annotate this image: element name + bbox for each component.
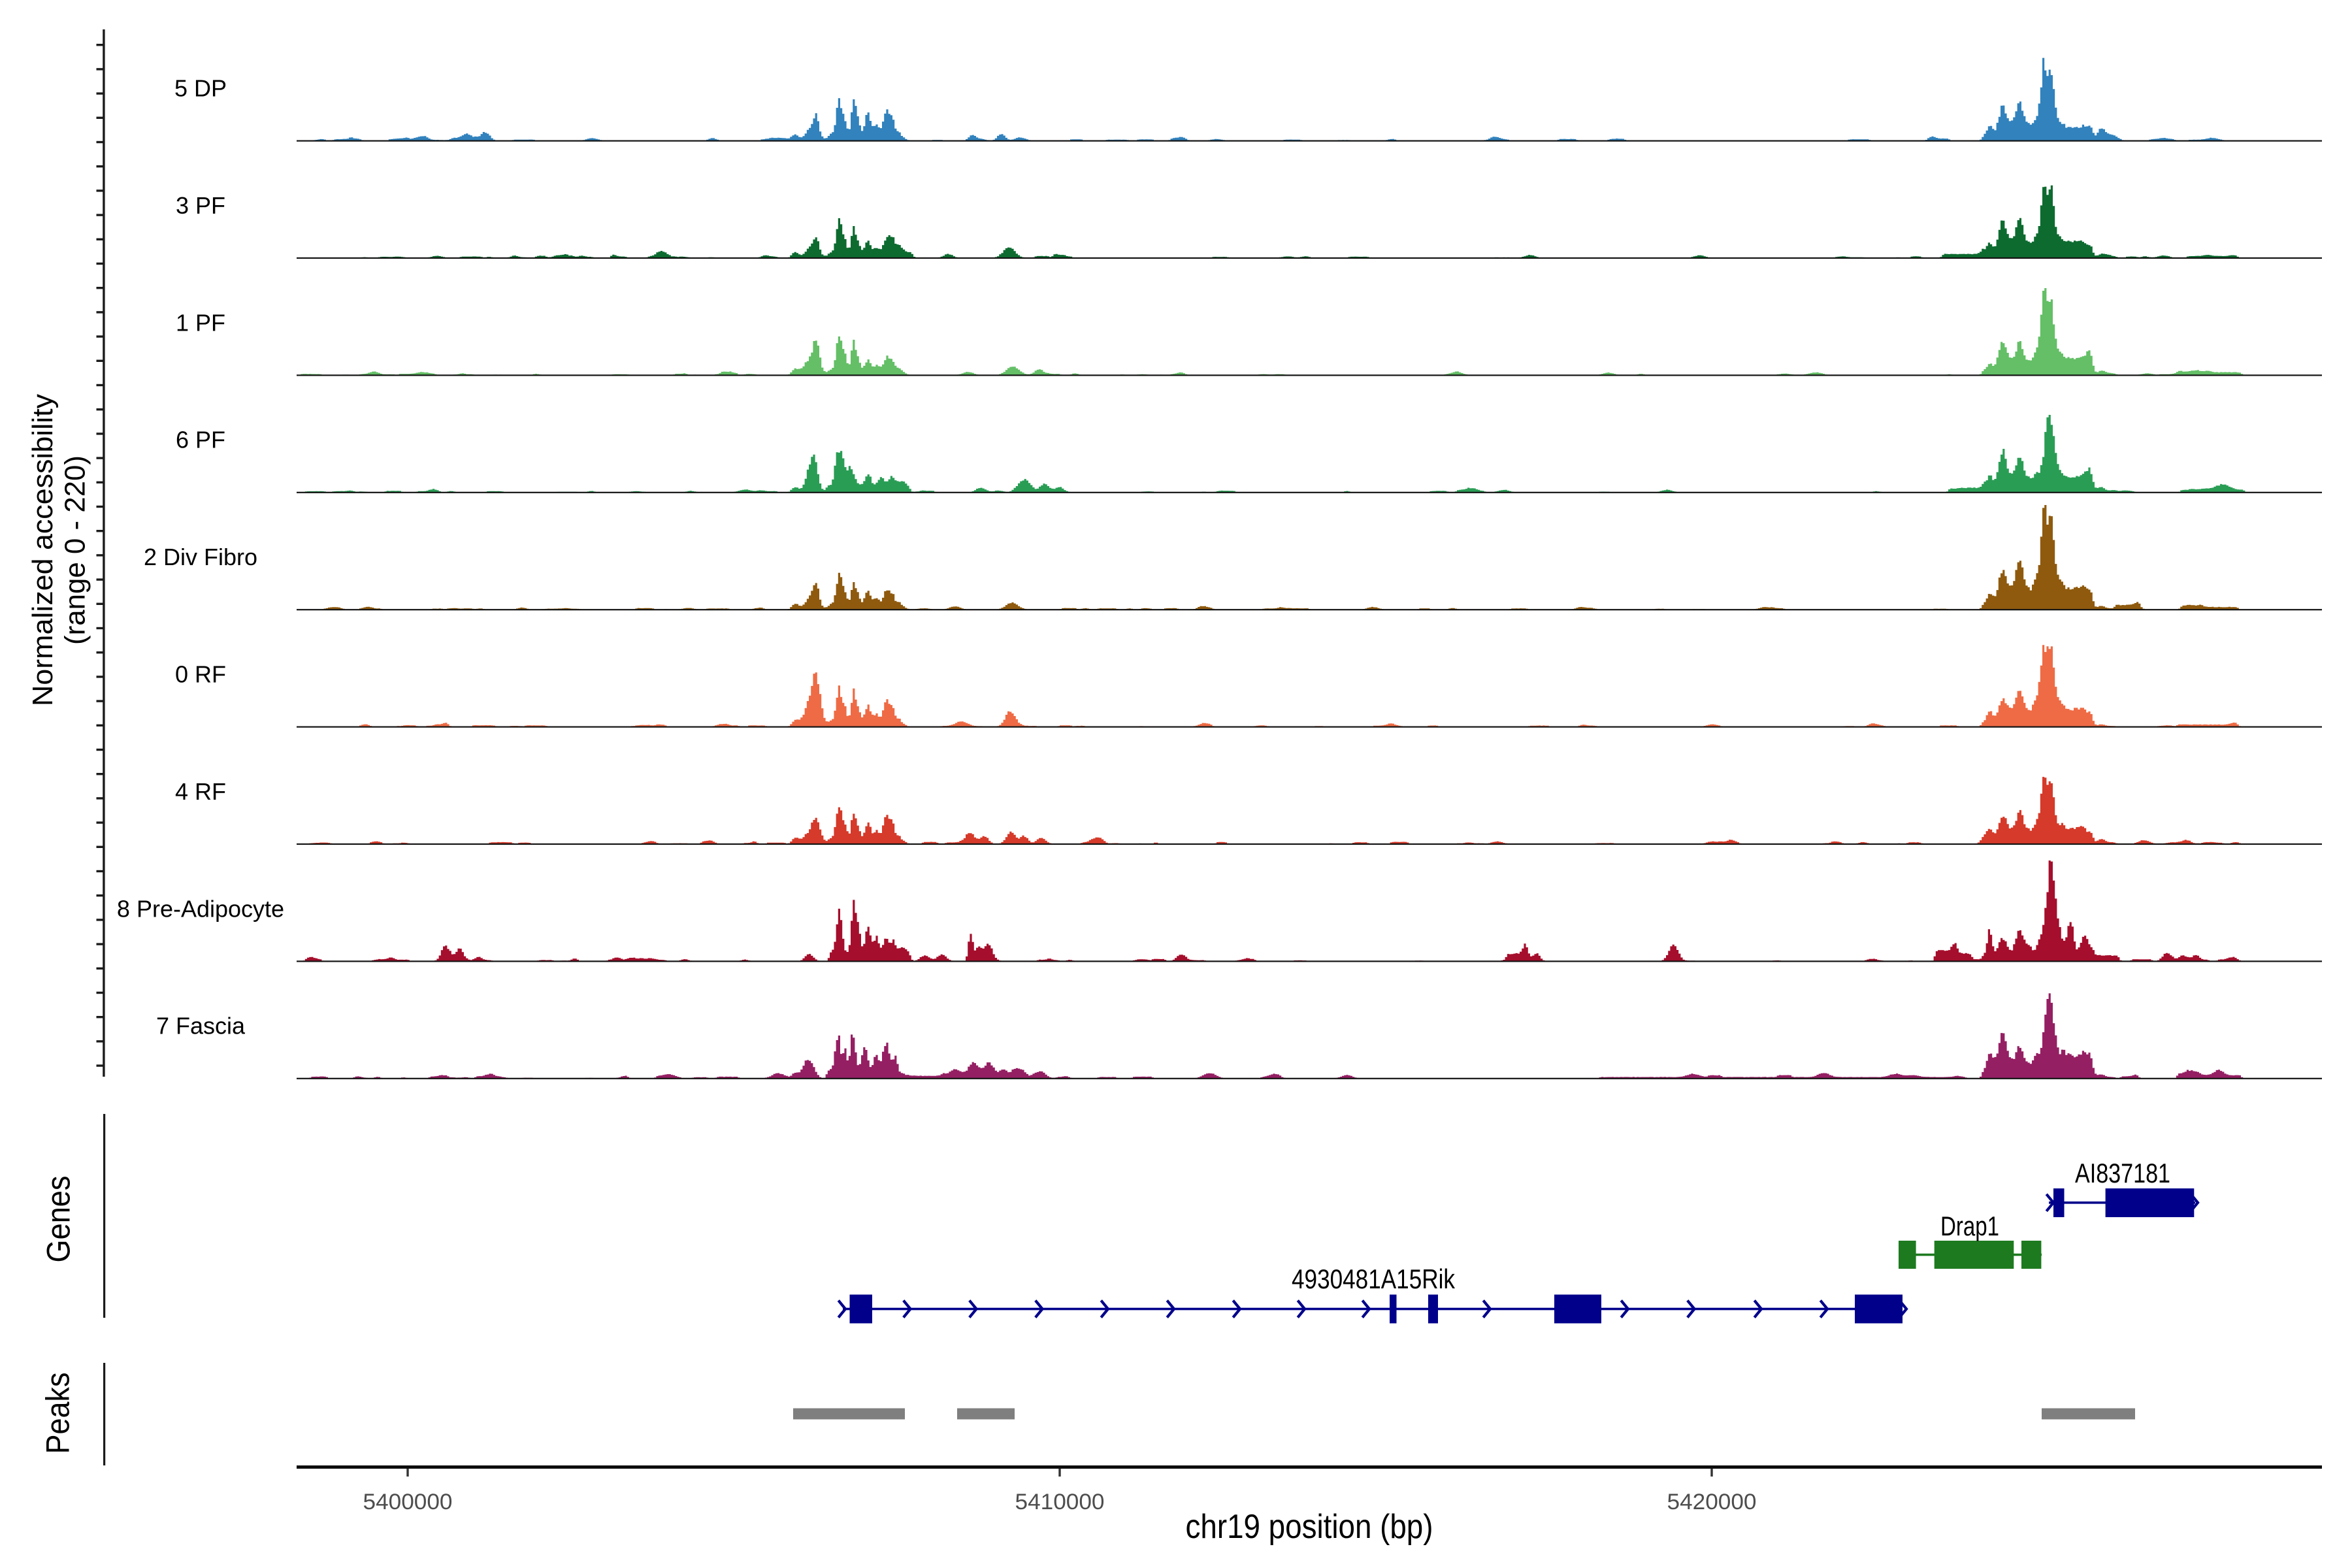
svg-text:Genes: Genes bbox=[40, 1176, 76, 1263]
svg-text:2 Div Fibro: 2 Div Fibro bbox=[144, 544, 257, 570]
svg-text:6 PF: 6 PF bbox=[176, 427, 225, 453]
svg-text:5420000: 5420000 bbox=[1667, 1490, 1757, 1514]
svg-text:0 RF: 0 RF bbox=[175, 661, 226, 688]
svg-text:3 PF: 3 PF bbox=[176, 192, 225, 219]
svg-text:Peaks: Peaks bbox=[40, 1373, 76, 1454]
svg-text:Normalized accessibility: Normalized accessibility bbox=[27, 394, 59, 706]
svg-text:4930481A15Rik: 4930481A15Rik bbox=[1292, 1264, 1456, 1294]
svg-text:7 Fascia: 7 Fascia bbox=[156, 1013, 246, 1039]
svg-text:Drap1: Drap1 bbox=[1940, 1211, 1999, 1241]
svg-text:1 PF: 1 PF bbox=[176, 309, 225, 336]
svg-text:AI837181: AI837181 bbox=[2075, 1158, 2170, 1188]
svg-text:5 DP: 5 DP bbox=[174, 75, 227, 102]
svg-text:(range 0 - 220): (range 0 - 220) bbox=[59, 455, 91, 645]
svg-text:5400000: 5400000 bbox=[363, 1490, 453, 1514]
svg-text:chr19 position (bp): chr19 position (bp) bbox=[1186, 1508, 1433, 1546]
svg-text:8 Pre-Adipocyte: 8 Pre-Adipocyte bbox=[117, 895, 284, 922]
svg-text:4 RF: 4 RF bbox=[175, 778, 226, 805]
svg-text:5410000: 5410000 bbox=[1015, 1490, 1105, 1514]
